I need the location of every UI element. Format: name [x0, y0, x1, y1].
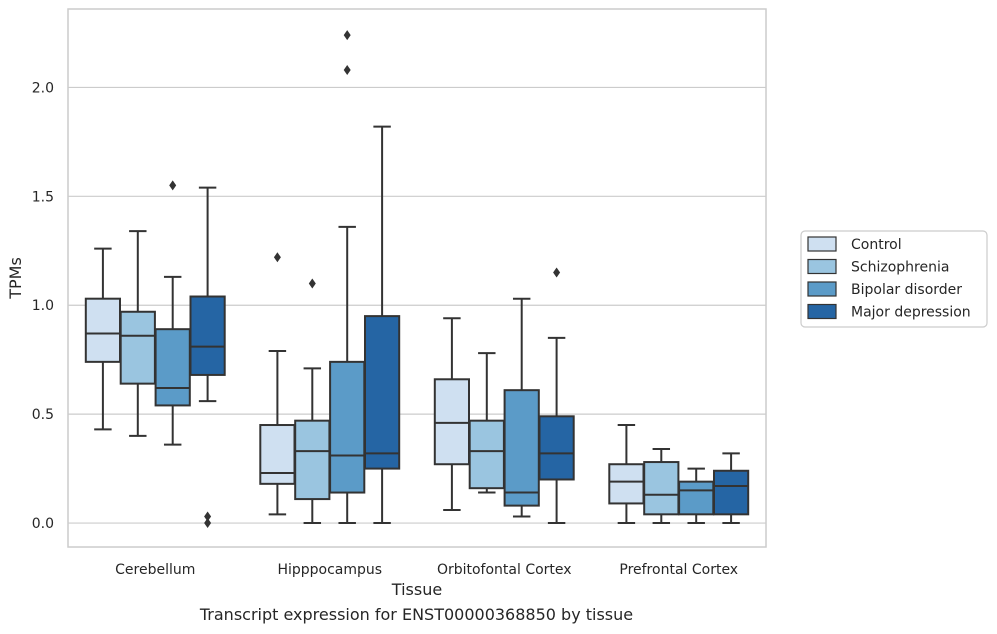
- box-iqr: [712, 469, 750, 516]
- outlier-point: [553, 267, 561, 278]
- y-tick-label: 1.5: [32, 189, 54, 205]
- box: [678, 467, 715, 525]
- chart-caption: Transcript expression for ENST0000036885…: [199, 605, 634, 624]
- y-axis-label: TPMs: [6, 257, 25, 300]
- x-tick-label: Orbitofontal Cortex: [437, 562, 572, 578]
- legend-swatch: [807, 281, 837, 297]
- outlier-point: [169, 180, 177, 191]
- outlier-point: [204, 518, 212, 529]
- x-axis-ticks: Cerebellum Hipppocampus Orbitofontal Corte…: [115, 562, 738, 578]
- y-tick-label: 0.5: [32, 407, 54, 423]
- box-iqr: [119, 310, 156, 385]
- box: [294, 278, 331, 525]
- legend-entry: Major depression: [851, 305, 971, 321]
- box: [363, 125, 401, 525]
- box: [712, 452, 750, 525]
- box: [538, 267, 575, 525]
- outlier-point: [308, 278, 316, 289]
- box: [433, 317, 471, 511]
- box: [329, 30, 366, 525]
- legend-entry: Bipolar disorder: [851, 282, 962, 298]
- x-axis-label: Tissue: [391, 580, 442, 599]
- box-iqr: [538, 415, 575, 481]
- y-tick-label: 0.0: [32, 516, 54, 532]
- x-tick-label: Prefrontal Cortex: [619, 562, 738, 578]
- legend-swatch: [807, 236, 837, 252]
- outlier-point: [204, 511, 212, 522]
- box-iqr: [294, 419, 331, 501]
- box-iqr: [154, 328, 191, 407]
- box-iqr: [259, 424, 296, 485]
- box-iqr: [433, 378, 471, 466]
- box: [119, 230, 156, 437]
- grid-lines: [68, 86, 766, 524]
- legend-swatch: [807, 303, 837, 320]
- box: [189, 186, 226, 529]
- box: [643, 447, 680, 525]
- outlier-point: [273, 252, 281, 263]
- box: [259, 252, 296, 516]
- box-iqr: [84, 297, 122, 363]
- box-iqr: [189, 295, 226, 376]
- x-tick-label: Hipppocampus: [277, 562, 382, 578]
- legend-entry: Schizophrenia: [851, 260, 949, 276]
- box: [608, 424, 645, 525]
- box: [154, 180, 191, 446]
- y-tick-label: 1.0: [32, 298, 54, 314]
- box-groups: [84, 30, 750, 529]
- box: [468, 352, 505, 494]
- legend: Control Schizophrenia Bipolar disorder Majo…: [800, 230, 988, 328]
- box-iqr: [329, 360, 366, 494]
- legend-entry: Control: [851, 237, 902, 253]
- y-tick-label: 2.0: [32, 80, 54, 96]
- box: [503, 297, 540, 518]
- y-axis-ticks: 0.0 0.5 1.0 1.5 2.0: [32, 80, 54, 532]
- outlier-point: [343, 64, 351, 75]
- box-iqr: [468, 419, 505, 490]
- box-iqr: [678, 480, 715, 516]
- legend-swatch: [807, 258, 837, 275]
- box-iqr: [643, 461, 680, 516]
- box-iqr: [503, 389, 540, 507]
- outlier-point: [343, 30, 351, 41]
- box-iqr: [363, 315, 401, 470]
- box-iqr: [608, 463, 645, 505]
- legend-frame: [800, 230, 988, 328]
- plot-area-frame: [67, 8, 767, 548]
- x-tick-label: Cerebellum: [115, 562, 195, 578]
- box: [84, 247, 122, 431]
